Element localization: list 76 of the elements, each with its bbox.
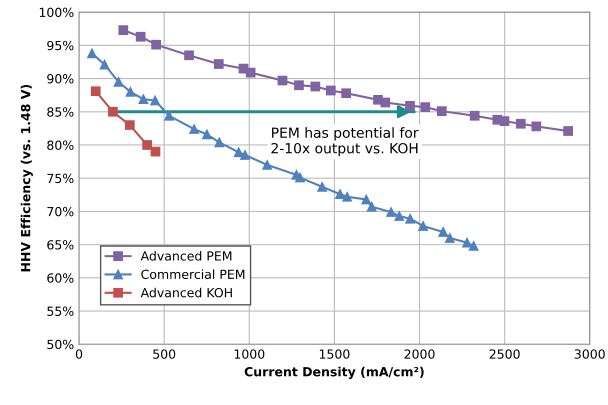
point [386,207,396,217]
point [114,77,124,87]
point [380,98,390,108]
point [189,124,199,134]
point [438,227,448,237]
point [516,118,526,129]
x-tick-label: 3000 [574,349,605,359]
point [294,80,304,90]
point [214,137,224,148]
point [142,140,152,150]
point [278,76,288,86]
x-tick-label: 1500 [320,349,350,359]
legend-label: Advanced KOH [140,288,232,298]
point [90,86,101,96]
point [500,116,510,126]
point [124,120,135,130]
y-tick-label: 60% [47,273,74,283]
x-tick-label: 1000 [234,349,264,359]
point [394,211,404,221]
point [214,59,224,69]
y-tick-label: 75% [47,174,74,184]
point [317,182,328,192]
point [418,221,428,231]
point [420,102,430,112]
point [151,40,162,50]
point [468,241,479,251]
point [136,32,146,42]
point [150,146,160,156]
point [234,147,244,158]
y-tick-label: 90% [47,74,74,84]
point [342,192,352,202]
point [444,233,455,243]
point [563,126,573,136]
y-tick-label: 50% [47,340,74,350]
point [126,86,136,97]
point [240,150,250,160]
point [405,214,416,224]
x-tick-label: 0 [76,349,82,359]
y-tick-label: 100% [40,8,74,18]
legend-label: Advanced PEM [140,250,232,261]
point [341,88,352,98]
point [202,130,212,140]
point [531,122,542,132]
point [326,86,336,96]
y-tick-label: 80% [47,140,74,150]
point [246,68,256,78]
point [262,160,272,170]
point [150,96,160,106]
y-tick-label: 85% [47,107,74,117]
point [164,110,174,121]
point [361,194,372,204]
x-axis-title: Current Density (mA/cm²) [244,366,424,379]
legend-label: Commercial PEM [141,269,244,280]
y-tick-label: 70% [47,206,74,216]
point [87,48,97,58]
point [405,100,415,111]
point [295,172,305,182]
point [138,94,148,104]
point [100,60,110,70]
point [184,50,194,60]
point [108,106,118,117]
x-tick-label: 2500 [490,349,520,359]
y-tick-label: 95% [47,40,74,50]
annotation: PEM has potential for 2-10x output vs. KOH [271,127,419,156]
point [436,106,447,116]
y-axis-title: HHV Efficiency (vs. 1.48 V) [20,84,33,272]
point [310,82,320,92]
y-tick-label: 65% [47,240,74,250]
point [118,25,128,35]
x-tick-label: 2000 [404,349,435,359]
point [335,189,345,199]
y-tick-label: 55% [47,306,74,316]
point [366,202,377,212]
point [462,238,472,248]
x-tick-label: 500 [153,349,176,359]
point [470,110,480,121]
